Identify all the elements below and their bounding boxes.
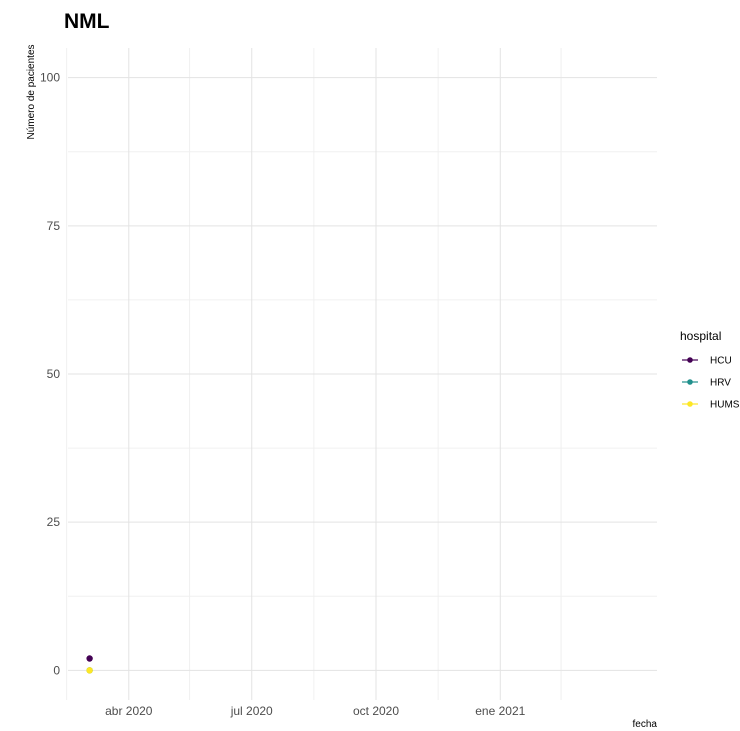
legend-key-point (687, 379, 693, 385)
x-axis-ticks: abr 2020 jul 2020 oct 2020 ene 2021 (105, 704, 526, 718)
legend-item-hcu: HCU (682, 356, 732, 367)
x-tick-label: jul 2020 (230, 704, 273, 718)
x-tick-label: abr 2020 (105, 704, 153, 718)
legend-label: HRV (710, 378, 731, 389)
legend-key-point (687, 357, 693, 363)
legend-items: HCU HRV HUMS (682, 356, 740, 411)
major-gridlines (68, 48, 657, 700)
x-axis-title: fecha (633, 719, 658, 730)
series-points (86, 655, 93, 674)
x-tick-label: ene 2021 (475, 704, 525, 718)
data-point-hums (86, 667, 93, 674)
y-tick-label: 25 (47, 515, 61, 529)
legend: hospital HCU HRV HUMS (680, 329, 740, 411)
legend-item-hrv: HRV (682, 378, 731, 389)
legend-key-point (687, 401, 693, 407)
legend-title: hospital (680, 329, 721, 343)
legend-item-hums: HUMS (682, 400, 740, 411)
data-point-hcu (86, 655, 93, 662)
chart-title: NML (64, 10, 110, 33)
y-tick-label: 50 (47, 367, 61, 381)
y-axis-ticks: 0 25 50 75 100 (40, 71, 60, 678)
legend-label: HCU (710, 356, 732, 367)
y-tick-label: 100 (40, 71, 60, 85)
legend-label: HUMS (710, 400, 740, 411)
y-axis-title: Número de pacientes (26, 44, 37, 139)
y-tick-label: 75 (47, 219, 61, 233)
x-tick-label: oct 2020 (353, 704, 399, 718)
y-tick-label: 0 (53, 663, 60, 677)
